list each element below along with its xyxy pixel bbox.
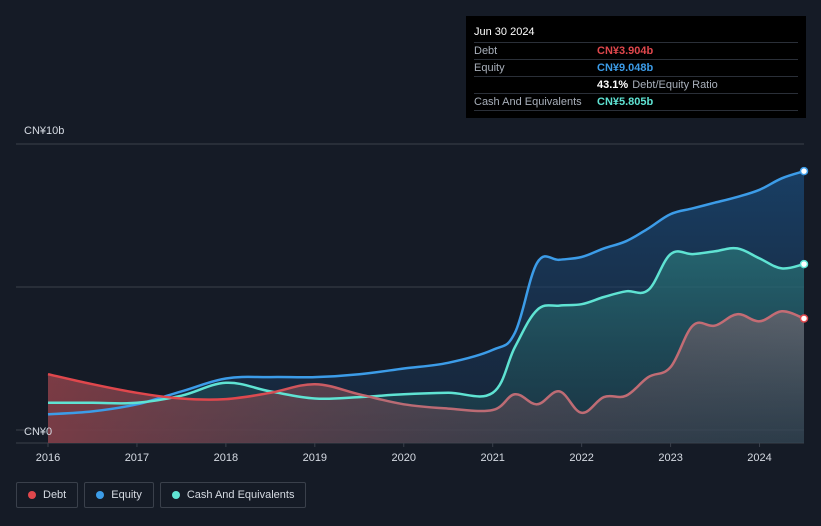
x-tick-label: 2024: [747, 452, 771, 464]
line-debt: [47, 310, 805, 415]
end-marker-equity: [799, 166, 809, 176]
tooltip-debt-label: Debt: [474, 45, 498, 57]
tooltip-cash-value: CN¥5.805b: [597, 96, 654, 108]
x-tick-label: 2021: [480, 452, 504, 464]
area-debt-highlight: [48, 311, 804, 443]
legend-label-cash: Cash And Equivalents: [186, 489, 295, 501]
x-tick-label: 2023: [658, 452, 682, 464]
tooltip-row-debt: Debt CN¥3.904b: [474, 42, 798, 59]
tooltip-cash-label: Cash And Equivalents: [474, 96, 582, 108]
tooltip-row-equity: Equity CN¥9.048b: [474, 59, 798, 76]
x-tick-label: 2017: [125, 452, 149, 464]
end-marker-cash-and-equivalents: [799, 259, 809, 269]
area-cash-and-equivalents: [48, 248, 804, 443]
legend-item-cash[interactable]: Cash And Equivalents: [159, 482, 307, 508]
x-axis-labels: 2016 2017 2018 2019 2020 2021 2022 2023 2024: [36, 443, 772, 464]
legend-item-equity[interactable]: Equity: [84, 482, 154, 508]
y-tick-label-top: CN¥10b: [24, 125, 64, 137]
x-tick-label: 2020: [392, 452, 416, 464]
tooltip-ratio-label: [474, 77, 597, 93]
tooltip-debt-value: CN¥3.904b: [597, 45, 654, 57]
tooltip-row-ratio: 43.1% Debt/Equity Ratio: [474, 76, 798, 93]
area-fills: [48, 171, 804, 443]
y-axis-labels: CN¥10b CN¥0: [24, 125, 64, 438]
tooltip-row-cash: Cash And Equivalents CN¥5.805b: [474, 93, 798, 111]
line-equity: [47, 170, 805, 416]
tooltip-equity-label: Equity: [474, 62, 505, 74]
tooltip-panel: Jun 30 2024 Debt CN¥3.904b Equity CN¥9.0…: [466, 16, 806, 118]
y-tick-label-zero: CN¥0: [24, 426, 52, 438]
legend-item-debt[interactable]: Debt: [16, 482, 79, 508]
tooltip-equity-value: CN¥9.048b: [597, 62, 654, 74]
legend-label-equity: Equity: [111, 489, 142, 501]
end-markers: [799, 166, 809, 323]
tooltip-date: Jun 30 2024: [474, 26, 535, 38]
x-tick-label: 2019: [303, 452, 327, 464]
x-tick-label: 2022: [569, 452, 593, 464]
legend-dot-debt-icon: [28, 491, 36, 499]
end-marker-debt: [799, 314, 809, 323]
legend-dot-cash-icon: [171, 491, 180, 499]
line-cash-and-equivalents: [48, 246, 805, 405]
tooltip-ratio-caption: Debt/Equity Ratio: [632, 79, 718, 91]
series-lines: [47, 170, 805, 416]
legend-label-debt: Debt: [43, 489, 67, 501]
x-tick-label: 2018: [214, 452, 238, 464]
legend-dot-equity-icon: [96, 491, 105, 499]
tooltip-ratio-value: 43.1%: [597, 79, 629, 91]
legend: Debt Equity Cash And Equivalents: [16, 482, 307, 508]
x-tick-label: 2016: [36, 452, 60, 464]
